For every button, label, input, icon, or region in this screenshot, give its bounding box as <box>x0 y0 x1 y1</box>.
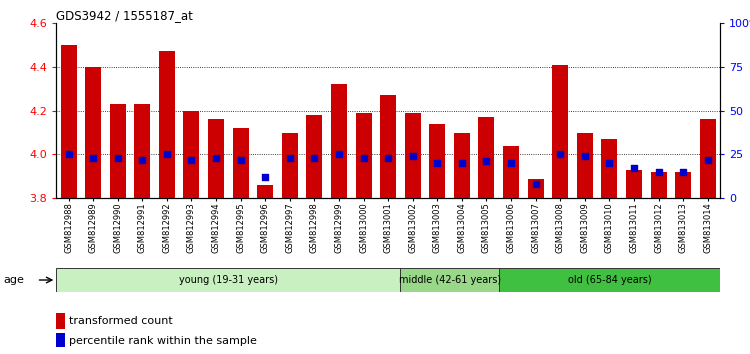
Bar <box>650 172 667 198</box>
Text: percentile rank within the sample: percentile rank within the sample <box>69 336 256 346</box>
Bar <box>528 178 544 198</box>
Point <box>406 153 418 159</box>
Point <box>333 152 345 157</box>
Text: GDS3942 / 1555187_at: GDS3942 / 1555187_at <box>56 9 194 22</box>
Bar <box>61 45 76 198</box>
Point <box>481 159 493 164</box>
Bar <box>208 119 224 198</box>
Point <box>431 160 443 166</box>
Bar <box>282 132 298 198</box>
Bar <box>307 115 322 198</box>
Bar <box>232 128 248 198</box>
Bar <box>602 139 617 198</box>
Point <box>235 157 247 162</box>
Point <box>677 169 689 175</box>
Point <box>603 160 615 166</box>
Bar <box>56 268 400 292</box>
Point <box>554 152 566 157</box>
Bar <box>134 104 150 198</box>
Bar <box>429 124 445 198</box>
Bar <box>626 170 642 198</box>
Bar <box>159 51 175 198</box>
Point <box>530 181 542 187</box>
Point <box>456 160 468 166</box>
Bar <box>184 110 200 198</box>
Bar <box>700 119 715 198</box>
Bar <box>552 65 568 198</box>
Point <box>579 153 591 159</box>
Point <box>505 160 517 166</box>
Bar <box>577 132 592 198</box>
Point <box>628 166 640 171</box>
Point <box>308 155 320 161</box>
Point <box>652 169 664 175</box>
Text: old (65-84 years): old (65-84 years) <box>568 275 651 285</box>
Point <box>136 157 148 162</box>
Bar <box>356 113 371 198</box>
Point <box>62 152 74 157</box>
Point <box>112 155 124 161</box>
Point <box>185 157 197 162</box>
Text: age: age <box>4 275 25 285</box>
Point <box>160 152 172 157</box>
Text: young (19-31 years): young (19-31 years) <box>178 275 278 285</box>
Bar <box>400 268 499 292</box>
Point <box>284 155 296 161</box>
Bar <box>380 95 396 198</box>
Bar <box>454 132 470 198</box>
Text: middle (42-61 years): middle (42-61 years) <box>398 275 501 285</box>
Bar <box>257 185 273 198</box>
Bar <box>478 117 494 198</box>
Bar <box>503 145 519 198</box>
Bar <box>86 67 101 198</box>
Bar <box>405 113 421 198</box>
Point <box>382 155 394 161</box>
Text: transformed count: transformed count <box>69 316 172 326</box>
Point <box>702 157 714 162</box>
Bar <box>499 268 720 292</box>
Point <box>87 155 99 161</box>
Bar <box>675 172 691 198</box>
Bar <box>331 84 347 198</box>
Point <box>260 175 272 180</box>
Bar <box>110 104 126 198</box>
Point <box>210 155 222 161</box>
Point <box>358 155 370 161</box>
